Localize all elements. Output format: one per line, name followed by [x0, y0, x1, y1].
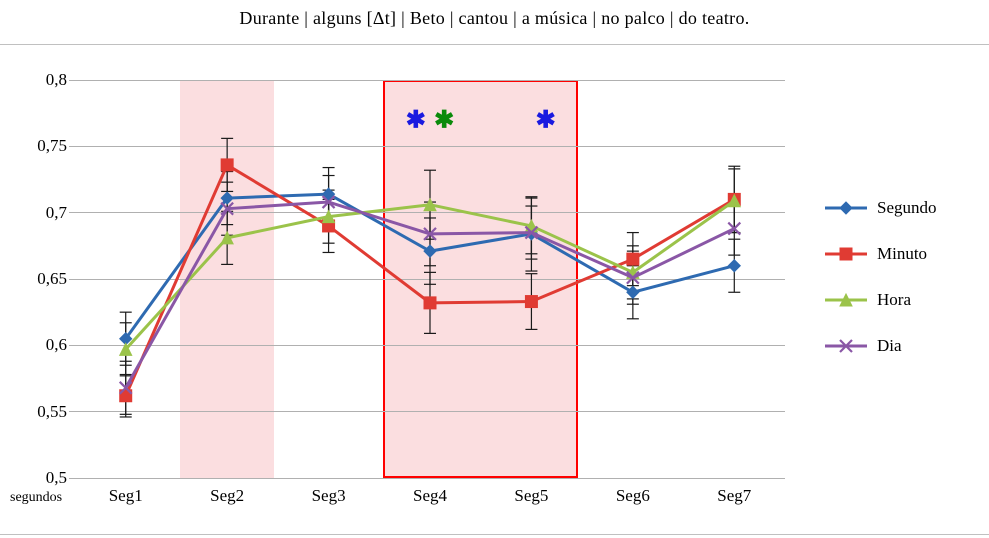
y-tick-label: 0,5	[46, 468, 67, 488]
y-tick-label: 0,8	[46, 70, 67, 90]
legend-item-hora: Hora	[825, 277, 937, 323]
legend-item-dia: Dia	[825, 323, 937, 369]
y-tick-label: 0,65	[37, 269, 67, 289]
x-tick-label: Seg2	[210, 486, 244, 506]
axis-unit-label: segundos	[10, 490, 62, 506]
title-rule	[0, 44, 989, 45]
x-marker	[840, 340, 852, 352]
diamond-marker	[728, 260, 740, 272]
significance-star: ✱	[434, 105, 454, 134]
x-tick-label: Seg4	[413, 486, 447, 506]
square-marker	[221, 159, 233, 171]
square-marker	[627, 253, 639, 265]
x-tick-label: Seg5	[514, 486, 548, 506]
legend: Segundo Minuto Hora Dia	[825, 185, 937, 369]
legend-swatch	[825, 288, 867, 312]
chart-svg	[75, 80, 785, 478]
chart-wrapper: Durante | alguns [Δt] | Beto | cantou | …	[0, 0, 989, 538]
chart-title: Durante | alguns [Δt] | Beto | cantou | …	[0, 8, 989, 29]
x-tick-label: Seg6	[616, 486, 650, 506]
y-tick-label: 0,6	[46, 335, 67, 355]
y-tick-label: 0,55	[37, 402, 67, 422]
square-marker	[424, 297, 436, 309]
legend-label: Minuto	[877, 244, 927, 264]
square-marker	[525, 296, 537, 308]
significance-star: ✱	[406, 105, 426, 134]
x-tick-label: Seg7	[717, 486, 751, 506]
y-tick-label: 0,7	[46, 203, 67, 223]
legend-swatch	[825, 242, 867, 266]
diamond-marker	[424, 245, 436, 257]
x-tick-label: Seg3	[312, 486, 346, 506]
legend-item-segundo: Segundo	[825, 185, 937, 231]
y-tick-label: 0,75	[37, 136, 67, 156]
error-bars	[120, 138, 741, 417]
legend-label: Hora	[877, 290, 911, 310]
x-tick-label: Seg1	[109, 486, 143, 506]
legend-item-minuto: Minuto	[825, 231, 937, 277]
diamond-marker	[627, 286, 639, 298]
legend-label: Segundo	[877, 198, 937, 218]
square-marker	[840, 248, 852, 260]
triangle-marker	[840, 294, 852, 306]
bottom-rule	[0, 534, 989, 535]
legend-swatch	[825, 334, 867, 358]
legend-swatch	[825, 196, 867, 220]
diamond-marker	[840, 202, 852, 214]
legend-label: Dia	[877, 336, 902, 356]
significance-star: ✱	[536, 105, 556, 134]
plot-area: 0,50,550,60,650,70,750,8Seg1Seg2Seg3Seg4…	[75, 80, 785, 478]
